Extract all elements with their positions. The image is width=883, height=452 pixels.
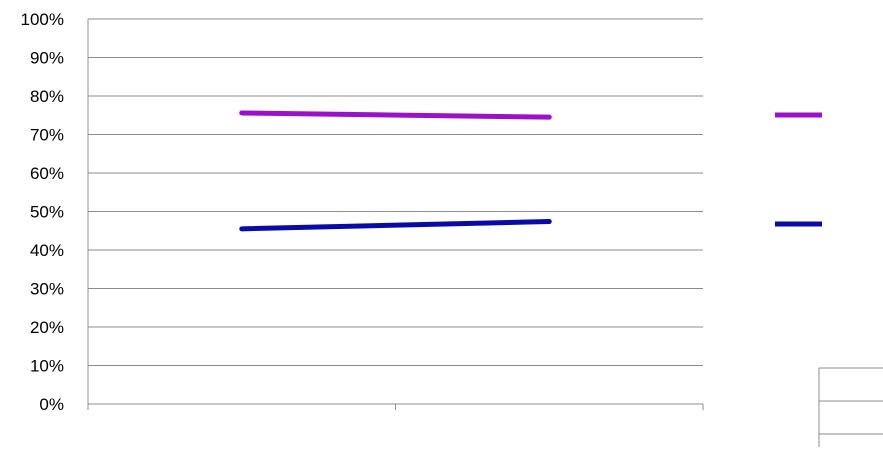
y-tick-label: 60% bbox=[30, 164, 64, 183]
series-line bbox=[239, 219, 552, 232]
y-tick-label: 10% bbox=[30, 357, 64, 376]
y-tick-label: 90% bbox=[30, 49, 64, 68]
y-tick-label: 40% bbox=[30, 241, 64, 260]
y-tick-label: 70% bbox=[30, 126, 64, 145]
y-tick-label: 100% bbox=[21, 10, 64, 29]
y-tick-label: 30% bbox=[30, 280, 64, 299]
y-tick-label: 50% bbox=[30, 203, 64, 222]
series-line bbox=[239, 110, 552, 120]
y-tick-label: 0% bbox=[39, 395, 64, 414]
y-tick-label: 80% bbox=[30, 87, 64, 106]
y-tick-label: 20% bbox=[30, 318, 64, 337]
